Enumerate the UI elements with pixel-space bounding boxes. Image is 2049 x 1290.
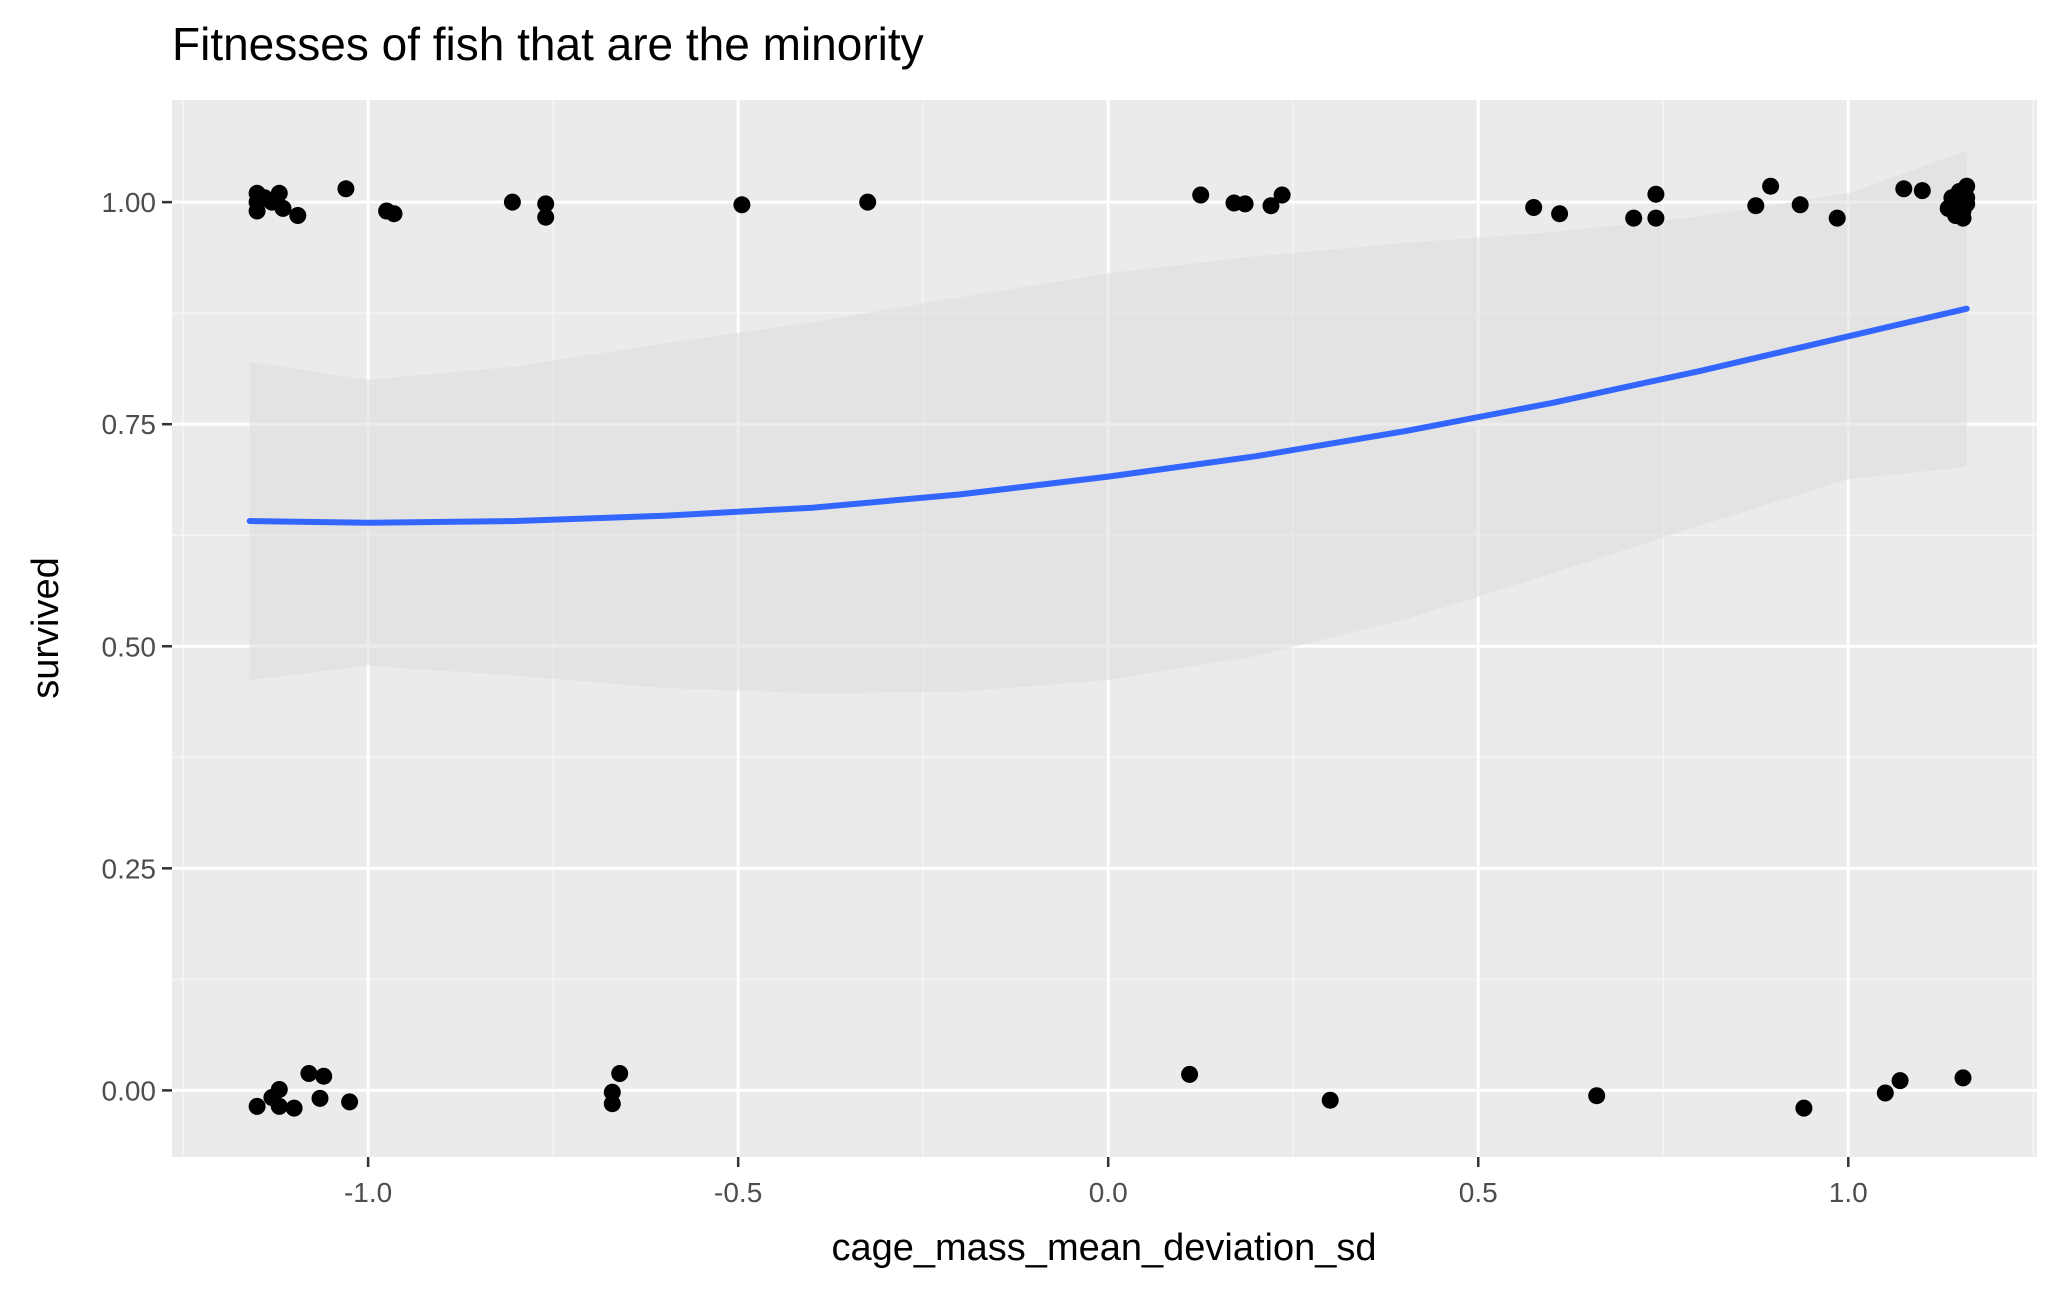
- x-tick-label: -1.0: [344, 1177, 392, 1208]
- smooth-line: [246, 305, 1970, 526]
- data-point: [270, 1097, 288, 1115]
- data-point: [311, 1089, 329, 1107]
- data-point: [1625, 209, 1643, 227]
- data-point: [248, 202, 266, 220]
- smooth-line-group: [246, 305, 1970, 526]
- y-axis-title: survived: [25, 557, 67, 699]
- x-tick-label: 0.5: [1459, 1177, 1498, 1208]
- data-point: [1181, 1065, 1199, 1083]
- data-point: [1588, 1087, 1606, 1105]
- y-tick-label: 0.25: [102, 853, 157, 884]
- data-point: [1895, 180, 1913, 198]
- data-point: [733, 196, 751, 214]
- data-point: [1647, 209, 1665, 227]
- x-tick-label: -0.5: [714, 1177, 762, 1208]
- x-tick-label: 1.0: [1829, 1177, 1868, 1208]
- y-tick-label: 1.00: [102, 187, 157, 218]
- data-point: [859, 193, 877, 211]
- data-point: [1747, 197, 1765, 215]
- data-point: [1954, 209, 1972, 227]
- data-point: [1795, 1099, 1813, 1117]
- data-point: [270, 184, 288, 202]
- y-tick-label: 0.00: [102, 1075, 157, 1106]
- data-point: [1913, 182, 1931, 200]
- data-point: [1954, 1069, 1972, 1087]
- data-point: [1236, 195, 1254, 213]
- chart-title: Fitnesses of fish that are the minority: [172, 18, 924, 70]
- data-point: [1525, 199, 1543, 216]
- data-point: [385, 205, 403, 223]
- data-point: [300, 1065, 318, 1082]
- x-axis: -1.0 -0.5 0.0 0.5 1.0: [344, 1157, 1868, 1208]
- data-point: [1551, 205, 1569, 223]
- data-point: [503, 193, 521, 211]
- x-tick-label: 0.0: [1089, 1177, 1128, 1208]
- y-tick-label: 0.75: [102, 409, 157, 440]
- data-point: [1647, 185, 1665, 203]
- data-point: [611, 1065, 629, 1082]
- x-axis-title: cage_mass_mean_deviation_sd: [831, 1227, 1376, 1269]
- data-point: [1192, 186, 1210, 204]
- data-point: [1876, 1084, 1894, 1102]
- confidence-ribbon: [249, 150, 1967, 694]
- data-point: [289, 207, 307, 224]
- y-tick-label: 0.50: [102, 631, 157, 662]
- data-point: [270, 1081, 288, 1098]
- data-point: [537, 195, 555, 213]
- data-point: [337, 180, 355, 198]
- y-axis: 0.00 0.25 0.50 0.75 1.00: [102, 187, 172, 1106]
- data-point: [537, 208, 555, 226]
- data-point: [603, 1095, 621, 1113]
- data-point: [315, 1067, 333, 1085]
- confidence-band: [249, 150, 1967, 694]
- data-point: [1791, 196, 1809, 214]
- data-point: [1891, 1072, 1909, 1090]
- data-point: [285, 1099, 303, 1117]
- data-point: [1762, 177, 1780, 195]
- data-point: [1321, 1091, 1339, 1109]
- data-points: [248, 177, 1976, 1117]
- data-point: [341, 1093, 359, 1111]
- data-point: [274, 199, 292, 217]
- data-point: [1828, 209, 1846, 227]
- data-point: [1262, 197, 1280, 215]
- data-point: [248, 1097, 266, 1115]
- data-point: [1273, 186, 1291, 204]
- data-point: [1958, 195, 1976, 213]
